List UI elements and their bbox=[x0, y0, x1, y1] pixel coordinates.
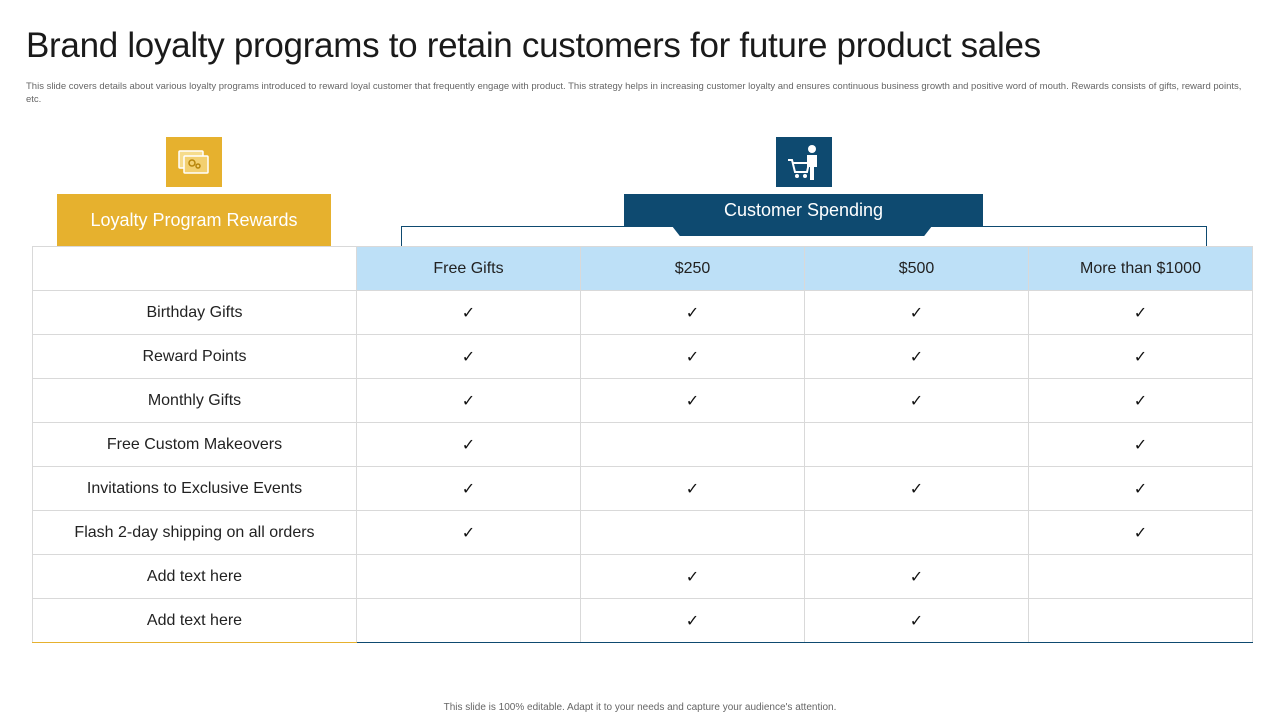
table-cell: ✓ bbox=[1028, 466, 1253, 511]
table-row: Monthly Gifts ✓ ✓ ✓ ✓ bbox=[32, 378, 1253, 423]
table-cell: ✓ bbox=[580, 598, 805, 643]
table-cell: ✓ bbox=[804, 378, 1029, 423]
check-icon: ✓ bbox=[1133, 304, 1148, 322]
column-header: $500 bbox=[804, 246, 1029, 291]
table-row: Flash 2-day shipping on all orders ✓ ✓ bbox=[32, 510, 1253, 555]
table-cell: ✓ bbox=[356, 466, 581, 511]
table-cell: ✓ bbox=[356, 378, 581, 423]
table-cell: ✓ bbox=[1028, 378, 1253, 423]
shopping-cart-person-icon bbox=[776, 137, 832, 187]
check-icon: ✓ bbox=[1133, 392, 1148, 410]
row-label: Add text here bbox=[32, 598, 357, 643]
table-cell: ✓ bbox=[356, 422, 581, 467]
check-icon: ✓ bbox=[909, 612, 924, 630]
check-icon: ✓ bbox=[1133, 436, 1148, 454]
row-label: Flash 2-day shipping on all orders bbox=[32, 510, 357, 555]
table-cell: ✓ bbox=[804, 466, 1029, 511]
row-label: Reward Points bbox=[32, 334, 357, 379]
column-header: $250 bbox=[580, 246, 805, 291]
table-cell: ✓ bbox=[1028, 290, 1253, 335]
column-header: Free Gifts bbox=[356, 246, 581, 291]
check-icon: ✓ bbox=[461, 480, 476, 498]
footer-note: This slide is 100% editable. Adapt it to… bbox=[443, 702, 837, 713]
check-icon: ✓ bbox=[909, 480, 924, 498]
loyalty-program-rewards-banner: Loyalty Program Rewards bbox=[57, 194, 331, 246]
loyalty-comparison-table: Free Gifts $250 $500 More than $1000 Bir… bbox=[32, 246, 1253, 643]
table-cell: ✓ bbox=[580, 378, 805, 423]
table-row: Free Custom Makeovers ✓ ✓ bbox=[32, 422, 1253, 467]
table-cell bbox=[356, 554, 581, 599]
check-icon: ✓ bbox=[909, 304, 924, 322]
table-cell: ✓ bbox=[804, 554, 1029, 599]
check-icon: ✓ bbox=[1133, 524, 1148, 542]
customer-spending-banner: Customer Spending bbox=[624, 194, 983, 227]
table-cell: ✓ bbox=[804, 334, 1029, 379]
check-icon: ✓ bbox=[461, 524, 476, 542]
table-corner-cell bbox=[32, 246, 357, 291]
table-cell: ✓ bbox=[580, 554, 805, 599]
table-row: Invitations to Exclusive Events ✓ ✓ ✓ ✓ bbox=[32, 466, 1253, 511]
table-cell bbox=[804, 510, 1029, 555]
customer-spending-tab bbox=[672, 226, 932, 236]
table-cell: ✓ bbox=[580, 290, 805, 335]
check-icon: ✓ bbox=[685, 392, 700, 410]
check-icon: ✓ bbox=[1133, 348, 1148, 366]
table-cell: ✓ bbox=[580, 466, 805, 511]
table-cell bbox=[804, 422, 1029, 467]
customer-spending-label: Customer Spending bbox=[723, 200, 884, 220]
row-label: Monthly Gifts bbox=[32, 378, 357, 423]
table-cell bbox=[1028, 554, 1253, 599]
table-cell: ✓ bbox=[804, 290, 1029, 335]
table-cell: ✓ bbox=[804, 598, 1029, 643]
check-icon: ✓ bbox=[685, 612, 700, 630]
check-icon: ✓ bbox=[685, 304, 700, 322]
check-icon: ✓ bbox=[909, 568, 924, 586]
page-subtitle: This slide covers details about various … bbox=[26, 81, 1242, 105]
table-row: Add text here ✓ ✓ bbox=[32, 554, 1253, 599]
loyalty-program-rewards-label: Loyalty Program Rewards bbox=[90, 209, 298, 230]
table-row: Reward Points ✓ ✓ ✓ ✓ bbox=[32, 334, 1253, 379]
table-cell: ✓ bbox=[1028, 334, 1253, 379]
table-cell bbox=[1028, 598, 1253, 643]
row-label: Free Custom Makeovers bbox=[32, 422, 357, 467]
table-cell bbox=[580, 510, 805, 555]
table-cell: ✓ bbox=[356, 510, 581, 555]
gift-card-icon bbox=[166, 137, 222, 187]
table-cell bbox=[580, 422, 805, 467]
check-icon: ✓ bbox=[685, 348, 700, 366]
check-icon: ✓ bbox=[461, 348, 476, 366]
table-header-row: Free Gifts $250 $500 More than $1000 bbox=[32, 246, 1253, 291]
column-header: More than $1000 bbox=[1028, 246, 1253, 291]
table-cell: ✓ bbox=[356, 334, 581, 379]
row-label: Birthday Gifts bbox=[32, 290, 357, 335]
row-label: Invitations to Exclusive Events bbox=[32, 466, 357, 511]
row-label: Add text here bbox=[32, 554, 357, 599]
table-row: Birthday Gifts ✓ ✓ ✓ ✓ bbox=[32, 290, 1253, 335]
check-icon: ✓ bbox=[1133, 480, 1148, 498]
table-cell: ✓ bbox=[1028, 422, 1253, 467]
table-cell bbox=[356, 598, 581, 643]
check-icon: ✓ bbox=[909, 348, 924, 366]
table-cell: ✓ bbox=[580, 334, 805, 379]
check-icon: ✓ bbox=[461, 304, 476, 322]
check-icon: ✓ bbox=[461, 392, 476, 410]
check-icon: ✓ bbox=[909, 392, 924, 410]
table-row: Add text here ✓ ✓ bbox=[32, 598, 1253, 643]
table-cell: ✓ bbox=[1028, 510, 1253, 555]
page-title: Brand loyalty programs to retain custome… bbox=[26, 26, 1041, 65]
table-cell: ✓ bbox=[356, 290, 581, 335]
check-icon: ✓ bbox=[685, 568, 700, 586]
check-icon: ✓ bbox=[461, 436, 476, 454]
check-icon: ✓ bbox=[685, 480, 700, 498]
